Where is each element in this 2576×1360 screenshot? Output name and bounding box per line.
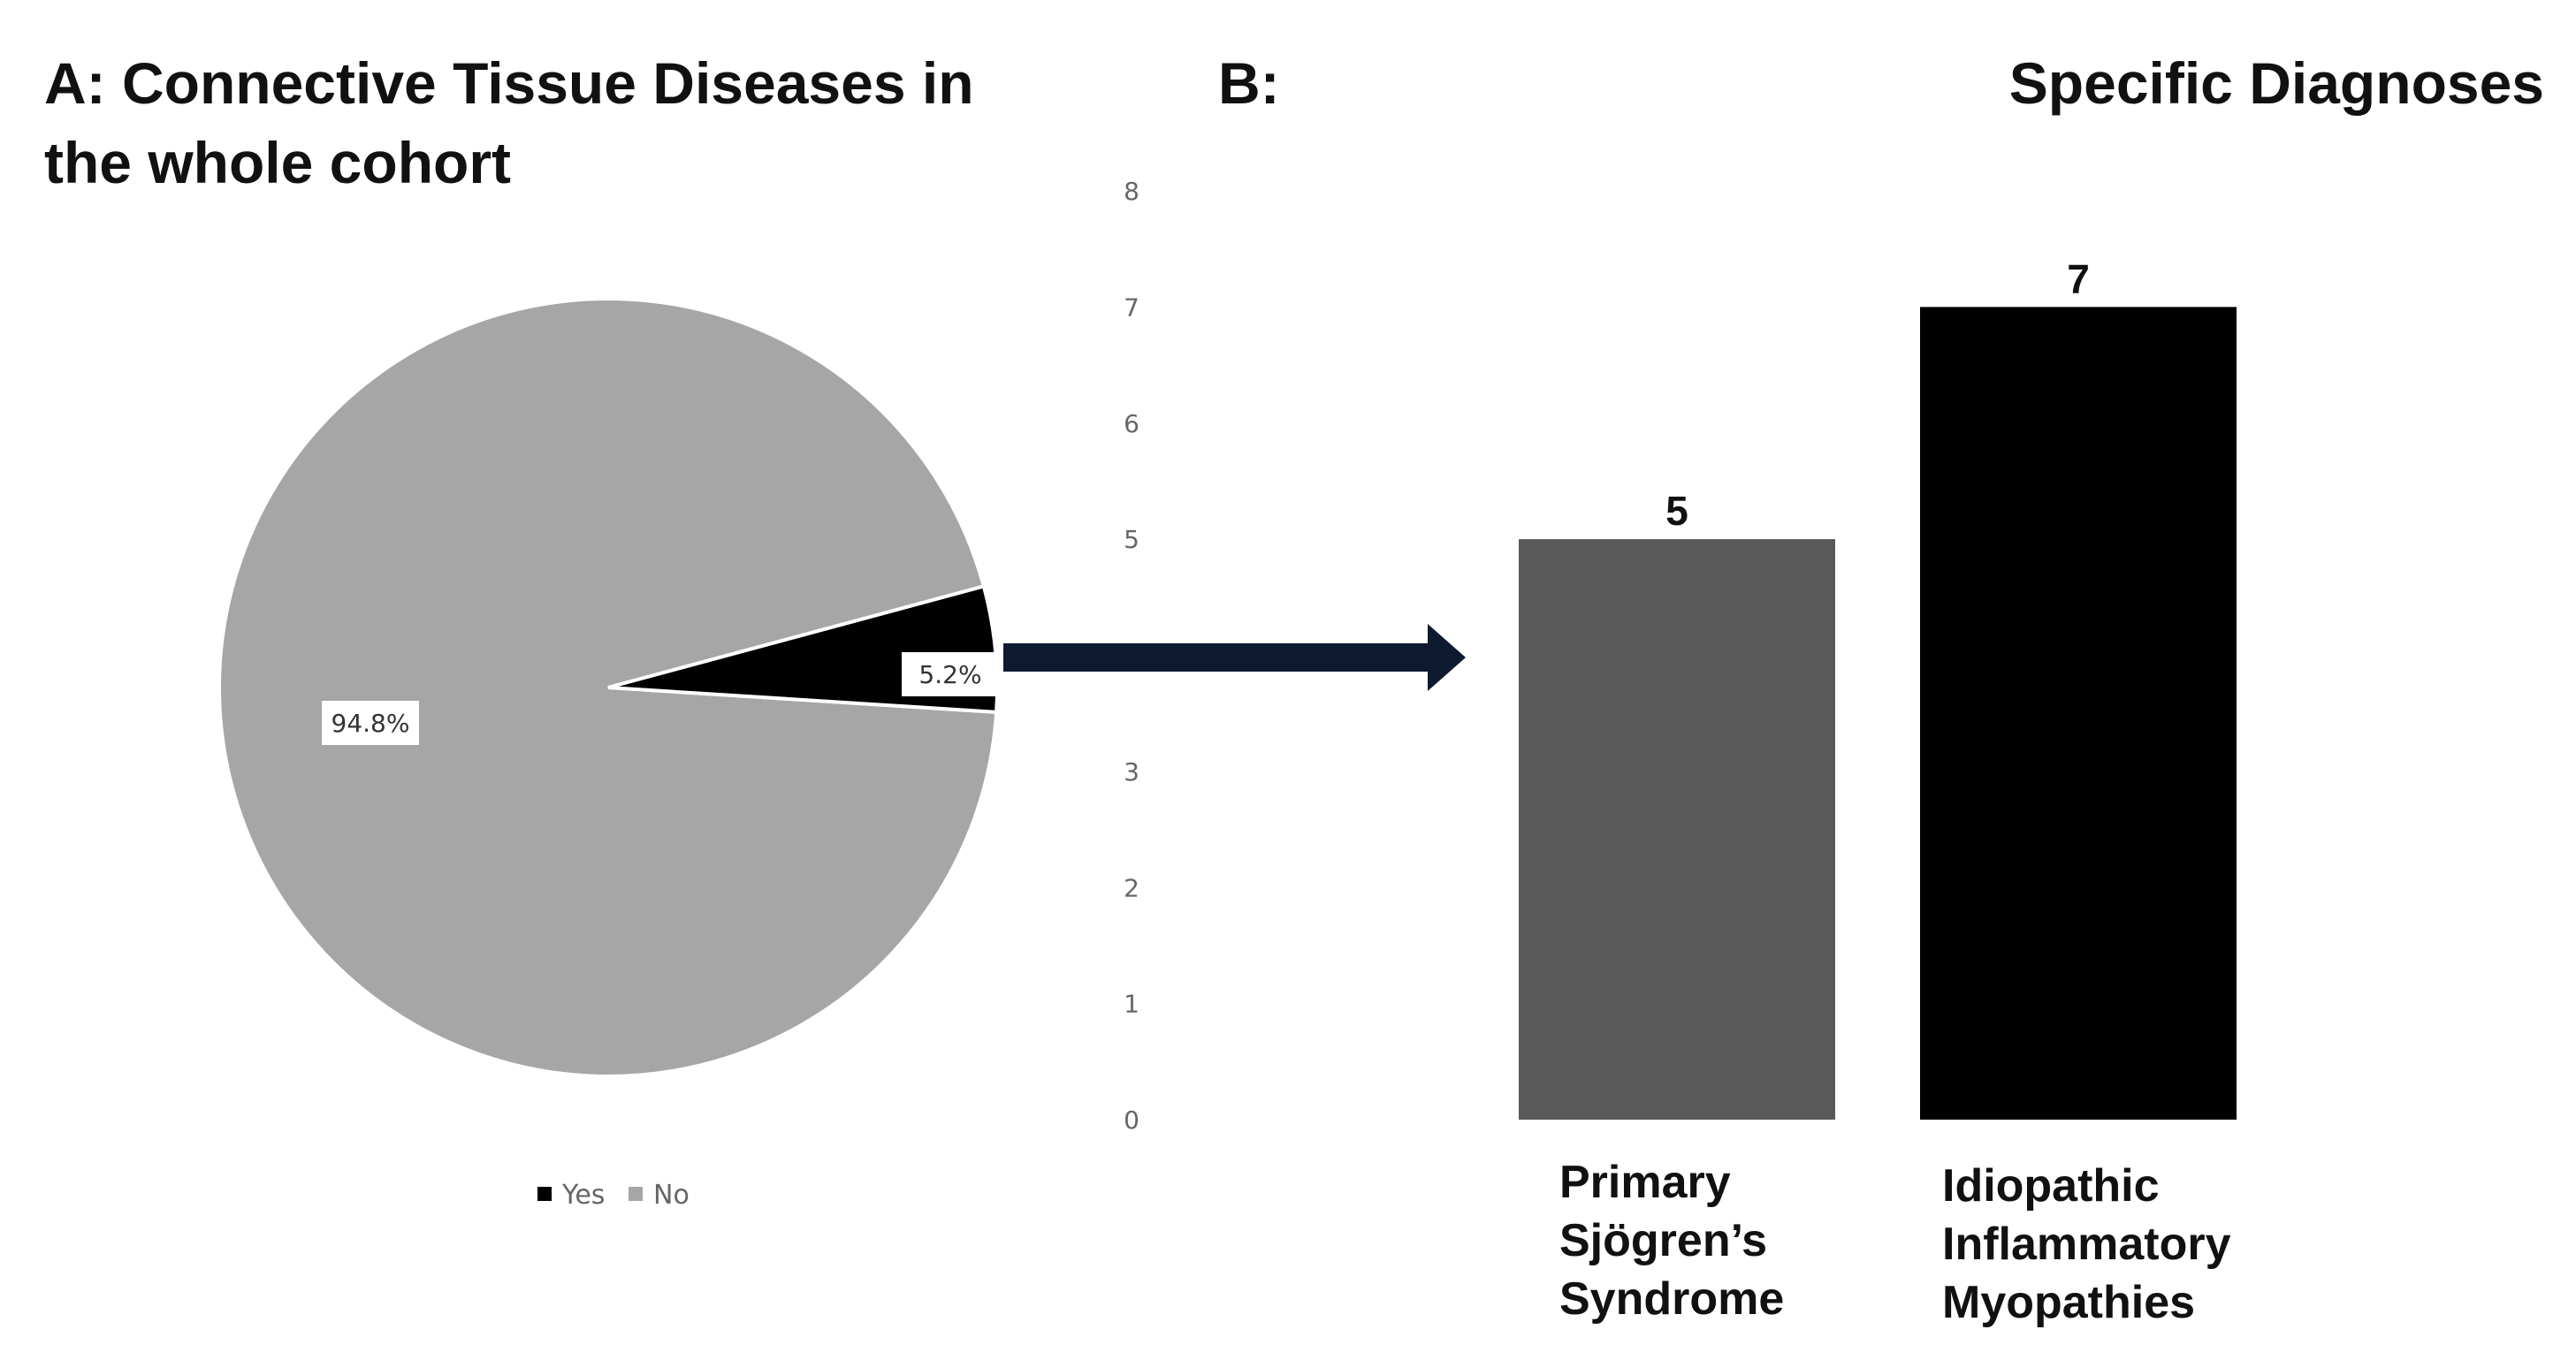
pie-label-no-text: 94.8% — [332, 709, 410, 738]
bar-category-1-line-1: Primary — [1559, 1157, 1731, 1208]
y-tick-label: 3 — [1124, 757, 1139, 786]
bar-category-2-line-2: Inflammatory — [1942, 1219, 2231, 1270]
arrow-connector — [1003, 624, 1466, 691]
pie-label-yes: 5.2% — [902, 652, 999, 696]
pie-slice-yes — [607, 584, 999, 714]
bar-category-1-line-3: Syndrome — [1559, 1273, 1784, 1325]
bar-category-2-line-3: Myopathies — [1942, 1277, 2195, 1328]
bar-chart — [1519, 307, 2237, 1120]
bar-title: Specific Diagnoses — [2009, 50, 2544, 116]
pie-chart — [217, 297, 999, 1079]
legend-label-no: No — [653, 1180, 690, 1211]
bar-value-labels: 57 — [1665, 255, 2090, 534]
bar-category-2-line-1: Idiopathic — [1942, 1160, 2160, 1212]
pie-title-line-2: the whole cohort — [44, 130, 511, 195]
bar-1 — [1519, 539, 1835, 1120]
y-tick-label: 2 — [1124, 873, 1139, 902]
legend-swatch-yes — [537, 1187, 552, 1201]
pie-label-no: 94.8% — [322, 701, 419, 745]
pie-label-no-box — [322, 701, 419, 745]
pie-label-yes-box — [902, 652, 999, 696]
pie-legend: Yes No — [537, 1180, 690, 1211]
pie-slice-no — [217, 297, 999, 1079]
y-tick-label: 0 — [1124, 1105, 1139, 1135]
y-tick-label: 8 — [1124, 177, 1139, 206]
bar-panel-label: B: — [1218, 50, 1280, 116]
arrow-head — [1428, 624, 1466, 691]
pie-label-yes-text: 5.2% — [918, 660, 981, 689]
bar-value-label-2: 7 — [2067, 255, 2090, 301]
bar-value-label-1: 5 — [1665, 488, 1688, 534]
arrow-shaft — [1003, 643, 1445, 672]
legend-swatch-no — [629, 1187, 643, 1201]
pie-title-line-1: A: Connective Tissue Diseases in — [44, 50, 974, 116]
y-tick-label: 7 — [1124, 293, 1139, 322]
y-tick-label: 6 — [1124, 409, 1139, 438]
bar-category-label-2: Idiopathic Inflammatory Myopathies — [1942, 1160, 2244, 1328]
bar-y-axis: 0 1 2 3 5 6 7 8 — [1124, 177, 1139, 1135]
bar-2 — [1920, 307, 2237, 1120]
bar-category-1-line-2: Sjögren’s — [1559, 1215, 1767, 1266]
y-tick-label: 5 — [1124, 525, 1139, 554]
pie-title: A: Connective Tissue Diseases in the who… — [44, 50, 990, 195]
legend-label-yes: Yes — [561, 1180, 605, 1211]
y-tick-label: 1 — [1124, 990, 1139, 1019]
bar-category-label-1: Primary Sjögren’s Syndrome — [1559, 1157, 1784, 1325]
